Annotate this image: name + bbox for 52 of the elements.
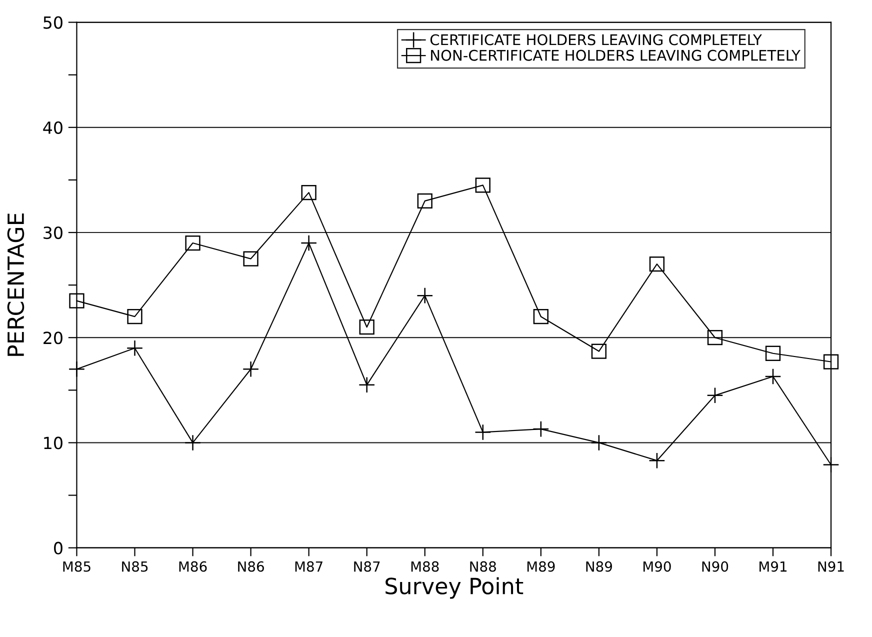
x-tick-label: N86 [238,561,264,572]
point [765,346,781,361]
point [591,344,606,359]
x-tick-label: N91 [818,561,844,572]
point [417,193,432,209]
point [532,420,550,438]
point [648,452,666,469]
x-tick-label: M89 [527,561,555,572]
point [706,387,724,404]
point [764,368,782,385]
point [185,235,200,251]
x-tick-label: N89 [586,561,612,572]
x-tick-label: M87 [295,561,322,572]
x-axis-title: Survey Point [386,577,524,599]
legend-label: NON-CERTIFICATE HOLDERS LEAVING COMPLETELY [431,50,801,61]
point [533,309,548,324]
point [590,434,608,451]
legend-label: CERTIFICATE HOLDERS LEAVING COMPLETELY [430,34,762,46]
point [184,434,202,451]
x-tick-label: M86 [179,561,207,572]
point [127,309,142,324]
point [301,184,316,200]
point [416,287,434,304]
y-axis-title: PERCENTAGE [7,214,24,356]
point [126,340,144,356]
x-tick-label: M91 [760,561,787,572]
point [474,424,492,440]
point [300,234,318,252]
y-tick-label: 50 [44,16,62,29]
y-tick-label: 30 [44,226,62,240]
point [707,330,723,346]
x-tick-label: N85 [122,561,148,572]
x-tick-label: M90 [643,561,671,572]
x-tick-label: M88 [411,561,439,572]
x-tick-label: N90 [702,561,728,572]
point [822,456,840,474]
x-tick-label: N87 [354,561,380,572]
y-tick-label: 40 [43,121,62,134]
y-tick-label: 0 [54,542,62,554]
point [823,354,839,370]
point [475,178,490,193]
y-tick-label: 20 [44,332,62,344]
x-tick-label: M85 [63,561,90,572]
point [649,256,665,272]
point [358,376,376,394]
point [242,360,260,378]
point [243,251,258,266]
point [359,320,374,335]
point [69,293,84,308]
point [68,360,85,378]
x-tick-label: N88 [470,561,496,572]
y-tick-label: 10 [44,436,62,450]
